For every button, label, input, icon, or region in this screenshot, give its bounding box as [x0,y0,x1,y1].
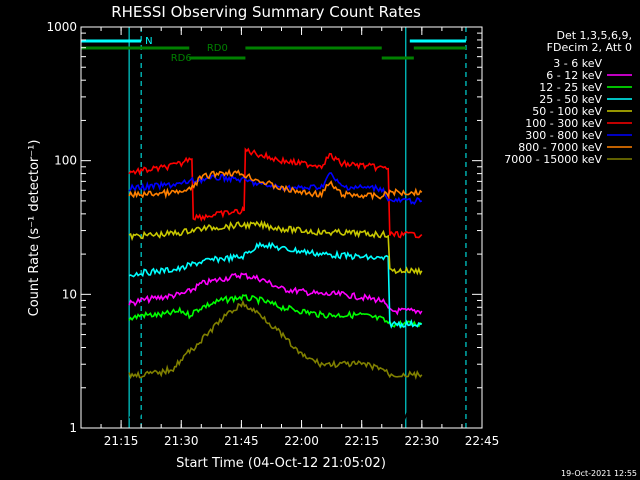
x-tick-label: 21:30 [164,434,199,448]
legend-label: 12 - 25 keV [539,81,602,94]
series-6-12-kev [128,272,423,316]
series-800-7000-kev [128,168,423,201]
series-25-50-kev [128,241,422,329]
legend-label: 50 - 100 keV [532,105,602,118]
y-axis-label: Count Rate (s⁻¹ detector⁻¹) [27,140,42,317]
x-tick-label: 22:30 [405,434,440,448]
x-tick-label: 21:45 [224,434,259,448]
y-tick-label: 1 [69,421,77,435]
label-n: N [145,36,152,47]
series-3-6-kev [128,299,423,427]
legend-label: 3 - 6 keV [553,57,602,70]
legend-header-line-2: FDecim 2, Att 0 [547,41,632,54]
series-100-300-kev [128,147,423,239]
label-rd6: RD6 [171,53,192,64]
chart-title: RHESSI Observing Summary Count Rates [111,3,421,21]
y-tick-label: 100 [54,154,77,168]
y-tick-label: 10 [62,287,77,301]
series-7000-15000-kev [128,299,423,381]
legend-label: 6 - 12 keV [546,69,602,82]
x-tick-label: 22:00 [284,434,319,448]
legend-label: 300 - 800 keV [525,129,602,142]
legend-label: 25 - 50 keV [539,93,602,106]
x-tick-label: 22:45 [465,434,500,448]
legend-label: 7000 - 15000 keV [504,153,602,166]
x-tick-label: 22:15 [344,434,379,448]
series-50-100-kev [128,219,423,276]
legend-label: 800 - 7000 keV [518,141,602,154]
y-tick-label: 1000 [46,20,77,34]
legend-header-line-1: Det 1,3,5,6,9, [556,29,632,42]
legend: Det 1,3,5,6,9, FDecim 2, Att 0 3 - 6 keV… [504,29,632,166]
axes: 21:15 21:30 21:45 22:00 22:15 22:30 22:45 1 10 10… [46,20,499,448]
legend-label: 100 - 300 keV [525,117,602,130]
timestamp: 19-Oct-2021 12:55 [561,469,637,478]
label-rd0: RD0 [207,43,228,54]
series-12-25-kev [128,294,423,329]
x-axis-label: Start Time (04-Oct-12 21:05:02) [176,456,386,471]
series-300-800-kev [128,172,423,206]
plot-area: N RD0 RD6 [80,27,467,428]
x-tick-label: 21:15 [104,434,139,448]
